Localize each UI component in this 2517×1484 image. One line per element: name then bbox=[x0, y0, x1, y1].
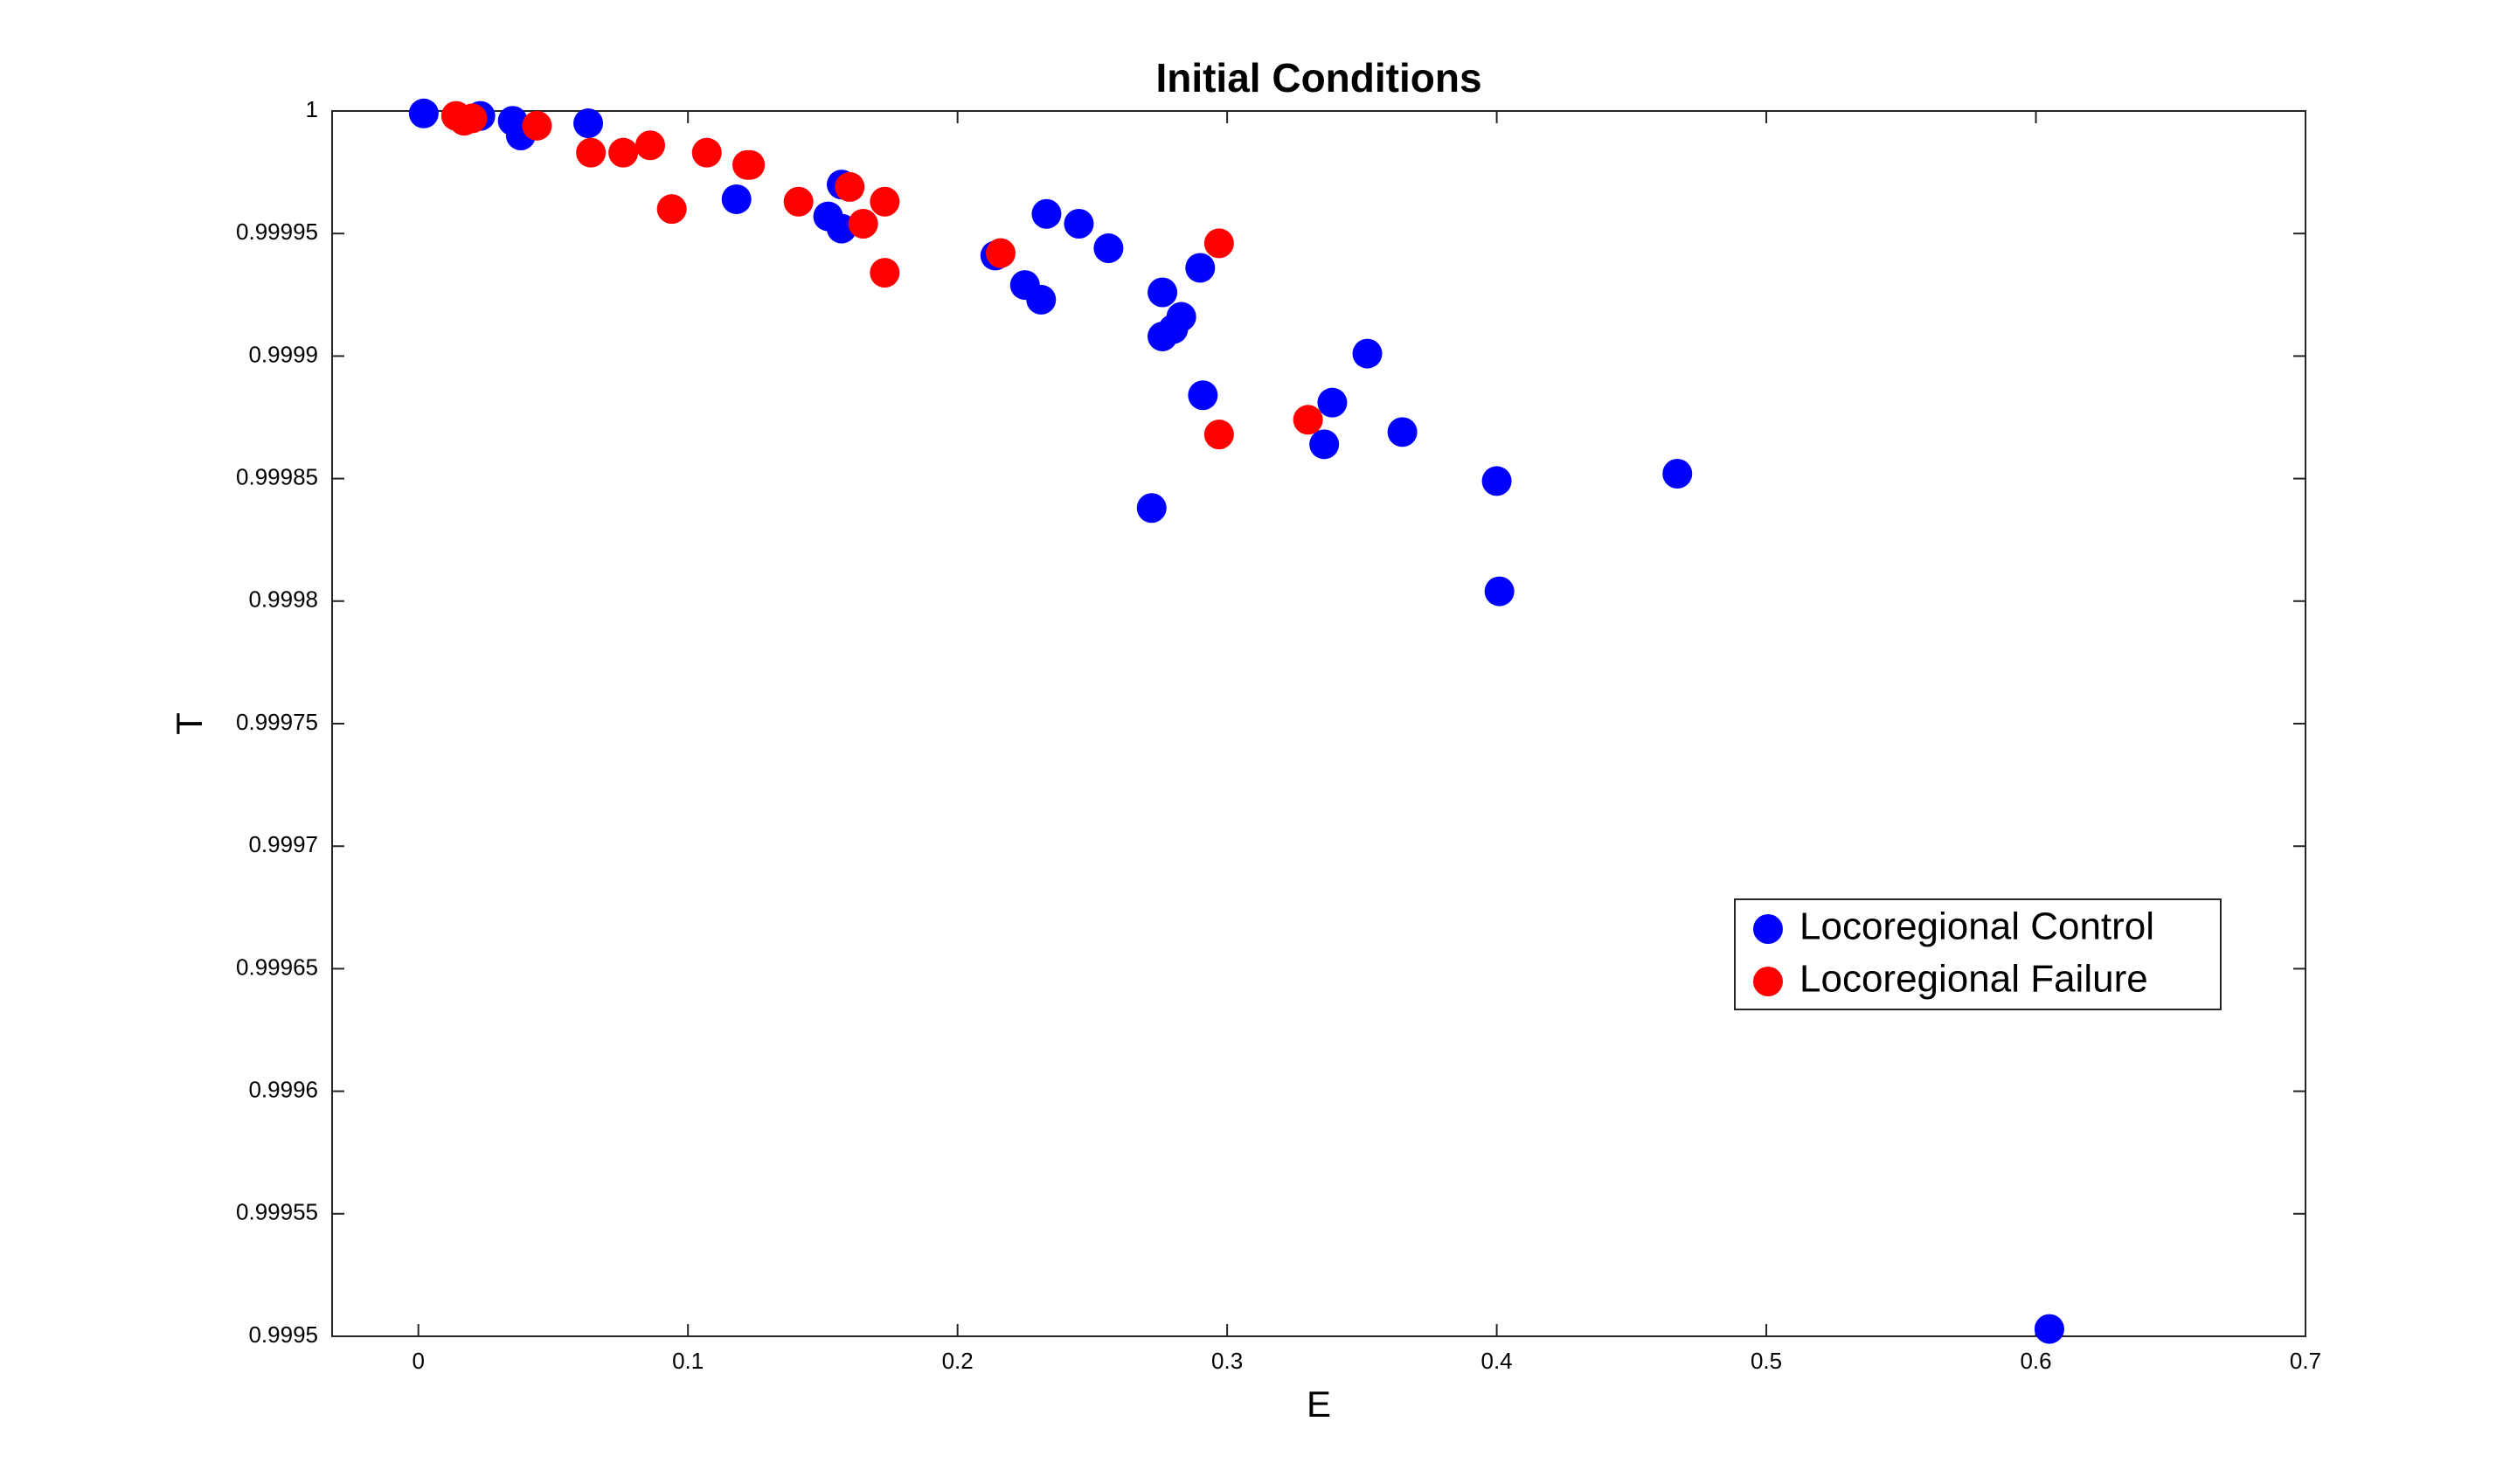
x-tick-label: 0.7 bbox=[2290, 1348, 2321, 1374]
y-tick-label: 0.9996 bbox=[248, 1076, 318, 1102]
point bbox=[1484, 576, 1515, 607]
point bbox=[573, 108, 604, 139]
point bbox=[576, 137, 607, 168]
y-tick-label: 0.9999 bbox=[248, 341, 318, 367]
x-tick-label: 0.6 bbox=[2020, 1348, 2051, 1374]
x-tick-label: 0.1 bbox=[672, 1348, 704, 1374]
y-axis-label: T bbox=[169, 712, 210, 735]
point bbox=[1309, 429, 1340, 460]
point bbox=[870, 258, 900, 288]
x-tick-label: 0.4 bbox=[1481, 1348, 1513, 1374]
legend-box bbox=[1734, 898, 2222, 1010]
y-tick-label: 0.99955 bbox=[236, 1199, 318, 1225]
x-tick-label: 0.2 bbox=[942, 1348, 974, 1374]
point bbox=[1031, 198, 1062, 229]
legend-label: Locoregional Failure bbox=[1799, 958, 2148, 1001]
y-tick-label: 0.99985 bbox=[236, 463, 318, 489]
point bbox=[835, 171, 865, 202]
plot-frame bbox=[331, 110, 2306, 1337]
y-tick-label: 0.9997 bbox=[248, 831, 318, 857]
series bbox=[440, 101, 1323, 450]
y-tick-label: 0.99995 bbox=[236, 218, 318, 245]
x-tick-label: 0.3 bbox=[1211, 1348, 1243, 1374]
legend: Locoregional Control Locoregional Failure bbox=[1734, 898, 2222, 1010]
point bbox=[1136, 493, 1167, 524]
point bbox=[408, 98, 439, 128]
point bbox=[1352, 338, 1383, 369]
point bbox=[1293, 405, 1323, 435]
point bbox=[656, 194, 687, 225]
point bbox=[1166, 302, 1196, 332]
point bbox=[848, 208, 878, 239]
point bbox=[1317, 387, 1348, 418]
point bbox=[634, 130, 665, 161]
x-tick-label: 0 bbox=[412, 1348, 424, 1374]
point bbox=[986, 238, 1016, 268]
y-tick-label: 0.9995 bbox=[248, 1321, 318, 1348]
legend-label: Locoregional Control bbox=[1799, 905, 2154, 948]
point bbox=[608, 137, 639, 168]
point bbox=[1185, 253, 1216, 283]
point bbox=[735, 149, 766, 180]
point bbox=[522, 110, 552, 141]
point bbox=[2034, 1314, 2064, 1344]
point bbox=[870, 186, 900, 217]
y-tick-label: 0.99965 bbox=[236, 954, 318, 980]
point bbox=[1387, 417, 1418, 447]
point bbox=[457, 103, 488, 134]
point bbox=[721, 184, 752, 214]
x-tick-label: 0.5 bbox=[1751, 1348, 1782, 1374]
point bbox=[1093, 233, 1124, 264]
point bbox=[1064, 208, 1094, 239]
y-tick-label: 0.9998 bbox=[248, 586, 318, 613]
point bbox=[691, 137, 722, 168]
point bbox=[1481, 466, 1512, 496]
point bbox=[1662, 458, 1693, 489]
point bbox=[1188, 380, 1218, 411]
series bbox=[408, 98, 2064, 1344]
chart-title: Initial Conditions bbox=[1155, 55, 1481, 101]
y-tick-label: 1 bbox=[306, 96, 318, 122]
point bbox=[783, 186, 814, 217]
point bbox=[1203, 420, 1234, 450]
point bbox=[1026, 284, 1057, 315]
legend-marker bbox=[1753, 967, 1783, 996]
y-tick-label: 0.99975 bbox=[236, 709, 318, 735]
legend-marker bbox=[1753, 914, 1783, 944]
point bbox=[1203, 228, 1234, 259]
point bbox=[1148, 277, 1178, 308]
x-axis-label: E bbox=[1307, 1383, 1331, 1425]
